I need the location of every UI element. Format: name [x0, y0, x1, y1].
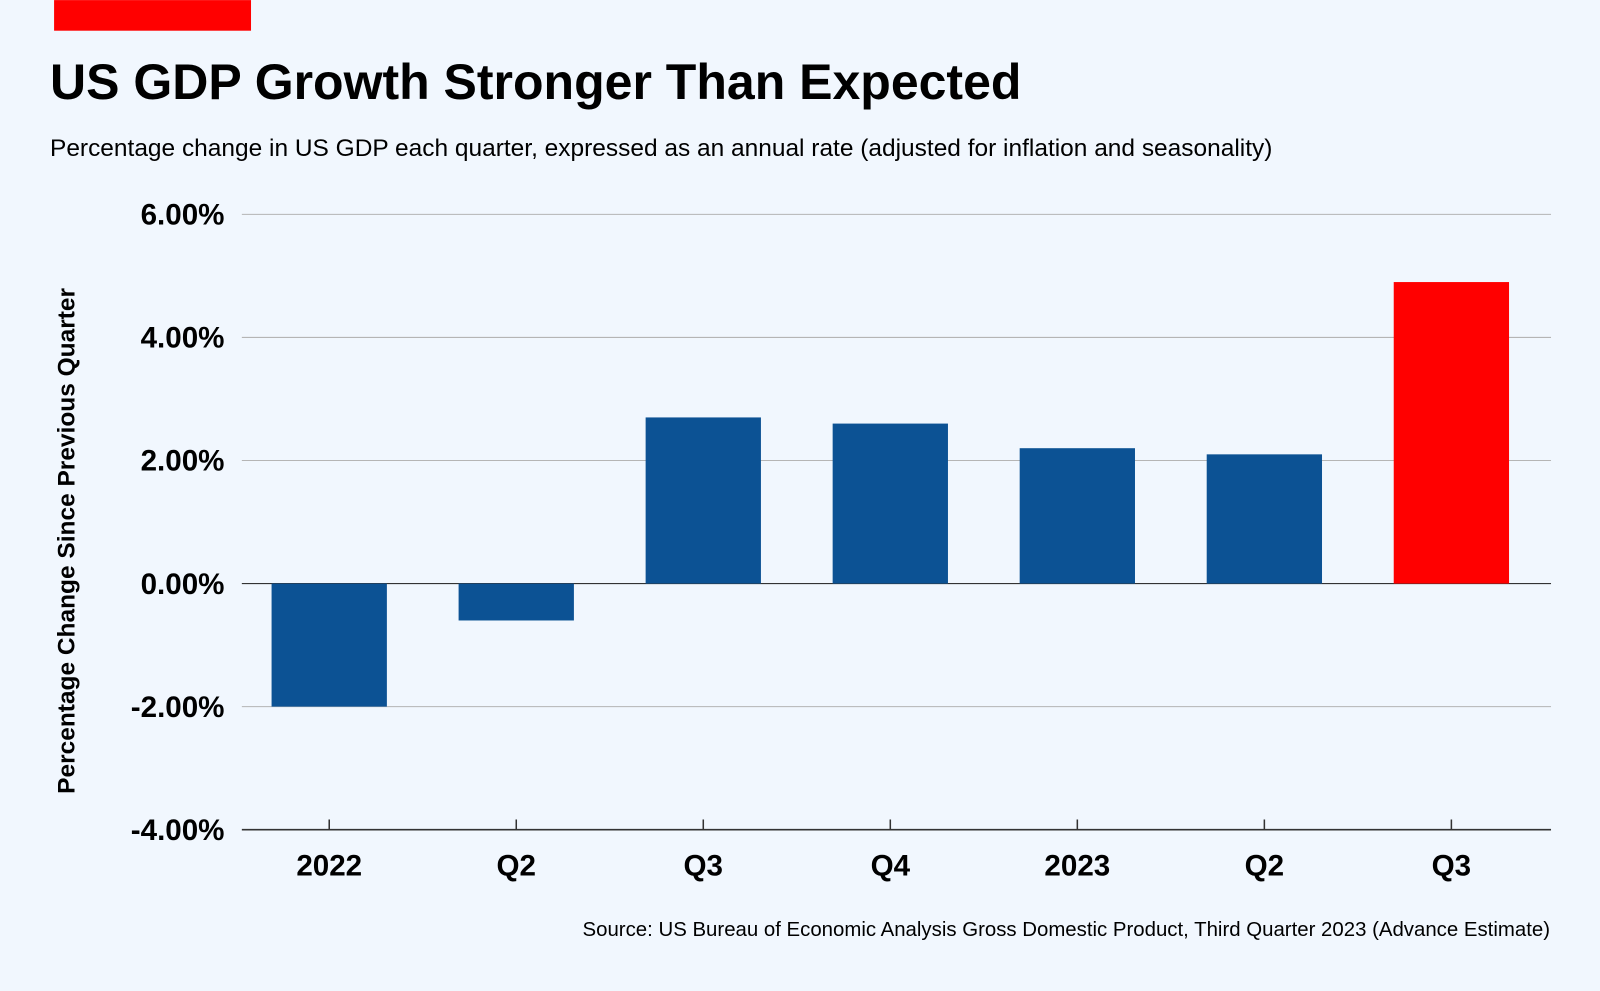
y-tick-label: 4.00%	[141, 322, 225, 355]
y-tick-label: 2.00%	[141, 445, 225, 478]
x-tick-label: Q4	[871, 850, 911, 883]
bar	[458, 583, 574, 621]
y-tick-label: -2.00%	[131, 691, 225, 724]
y-axis-label: Percentage Change Since Previous Quarter	[53, 287, 80, 793]
bar	[1019, 448, 1135, 584]
x-tick-label: 2022	[296, 850, 362, 883]
y-tick-label: 0.00%	[141, 568, 225, 601]
chart-subtitle: Percentage change in US GDP each quarter…	[50, 135, 1272, 162]
source-note: Source: US Bureau of Economic Analysis G…	[583, 919, 1550, 941]
x-tick-label: Q3	[684, 850, 723, 883]
bar	[1393, 282, 1510, 584]
bar	[832, 423, 948, 584]
bar	[271, 583, 387, 707]
bars	[271, 282, 1510, 707]
x-tick-label: Q3	[1432, 850, 1471, 883]
x-tick-labels: 2022 Q2 Q3 Q4 2023 Q2 Q3	[296, 819, 1471, 883]
x-tick-label: Q2	[1245, 850, 1284, 883]
y-tick-labels: 6.00% 4.00% 2.00% 0.00% -2.00% -4.00%	[131, 199, 225, 847]
y-tick-label: -4.00%	[131, 814, 225, 847]
x-tick-label: 2023	[1044, 850, 1110, 883]
chart-title: US GDP Growth Stronger Than Expected	[50, 54, 1021, 110]
x-tick-label: Q2	[497, 850, 536, 883]
accent-bar	[54, 0, 252, 31]
bar	[645, 417, 761, 584]
y-tick-label: 6.00%	[141, 199, 225, 232]
bar	[1206, 454, 1323, 584]
